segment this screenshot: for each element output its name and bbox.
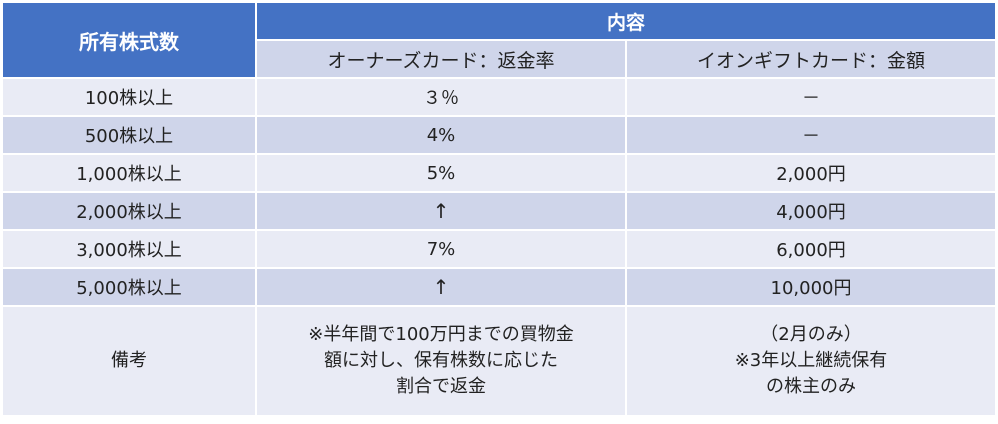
gift-amount-cell: － (625, 115, 997, 155)
remarks-label: 備考 (1, 305, 257, 417)
header-row-top: 所有株式数 内容 (1, 1, 997, 79)
table-row: 100株以上 ３％ － (1, 77, 997, 117)
refund-rate-cell: 4% (255, 115, 627, 155)
table-row: 3,000株以上 7% 6,000円 (1, 229, 997, 269)
remark-line: 額に対し、保有株数に応じた (324, 350, 558, 371)
aeon-gift-header: イオンギフトカード：金額 (625, 39, 997, 79)
remarks-row: 備考 ※半年間で100万円までの買物金 額に対し、保有株数に応じた 割合で返金 … (1, 305, 997, 417)
table-row: 500株以上 4% － (1, 115, 997, 155)
shares-cell: 500株以上 (1, 115, 257, 155)
remark-line: ※半年間で100万円までの買物金 (308, 324, 574, 345)
refund-remarks: ※半年間で100万円までの買物金 額に対し、保有株数に応じた 割合で返金 (255, 305, 627, 417)
remark-line: 割合で返金 (396, 376, 486, 397)
gift-amount-cell: － (625, 77, 997, 117)
gift-amount-cell: 2,000円 (625, 153, 997, 193)
shares-cell: 100株以上 (1, 77, 257, 117)
gift-amount-cell: 6,000円 (625, 229, 997, 269)
content-header: 内容 (255, 1, 997, 41)
owner-card-header: オーナーズカード：返金率 (255, 39, 627, 79)
shares-cell: 1,000株以上 (1, 153, 257, 193)
header-row-sub: オーナーズカード：返金率 イオンギフトカード：金額 (2, 39, 997, 79)
refund-rate-cell: 5% (255, 153, 627, 193)
table-row: 2,000株以上 ↑ 4,000円 (1, 191, 997, 231)
shares-cell: 2,000株以上 (1, 191, 257, 231)
gift-amount-cell: 10,000円 (625, 267, 997, 307)
shares-header: 所有株式数 (1, 1, 257, 79)
refund-rate-cell: 7% (255, 229, 627, 269)
shareholder-benefit-table: 所有株式数 内容 オーナーズカード：返金率 イオンギフトカード：金額 100株以… (1, 1, 997, 417)
remark-line: ※3年以上継続保有 (734, 350, 888, 371)
gift-remarks: （2月のみ） ※3年以上継続保有 の株主のみ (625, 305, 997, 417)
refund-rate-cell: ３％ (255, 77, 627, 117)
remark-line: （2月のみ） (760, 324, 862, 345)
remark-line: の株主のみ (766, 376, 856, 397)
shares-cell: 3,000株以上 (1, 229, 257, 269)
refund-rate-cell: ↑ (255, 191, 627, 231)
table-row: 5,000株以上 ↑ 10,000円 (1, 267, 997, 307)
shares-cell: 5,000株以上 (1, 267, 257, 307)
refund-rate-cell: ↑ (255, 267, 627, 307)
gift-amount-cell: 4,000円 (625, 191, 997, 231)
table-row: 1,000株以上 5% 2,000円 (1, 153, 997, 193)
